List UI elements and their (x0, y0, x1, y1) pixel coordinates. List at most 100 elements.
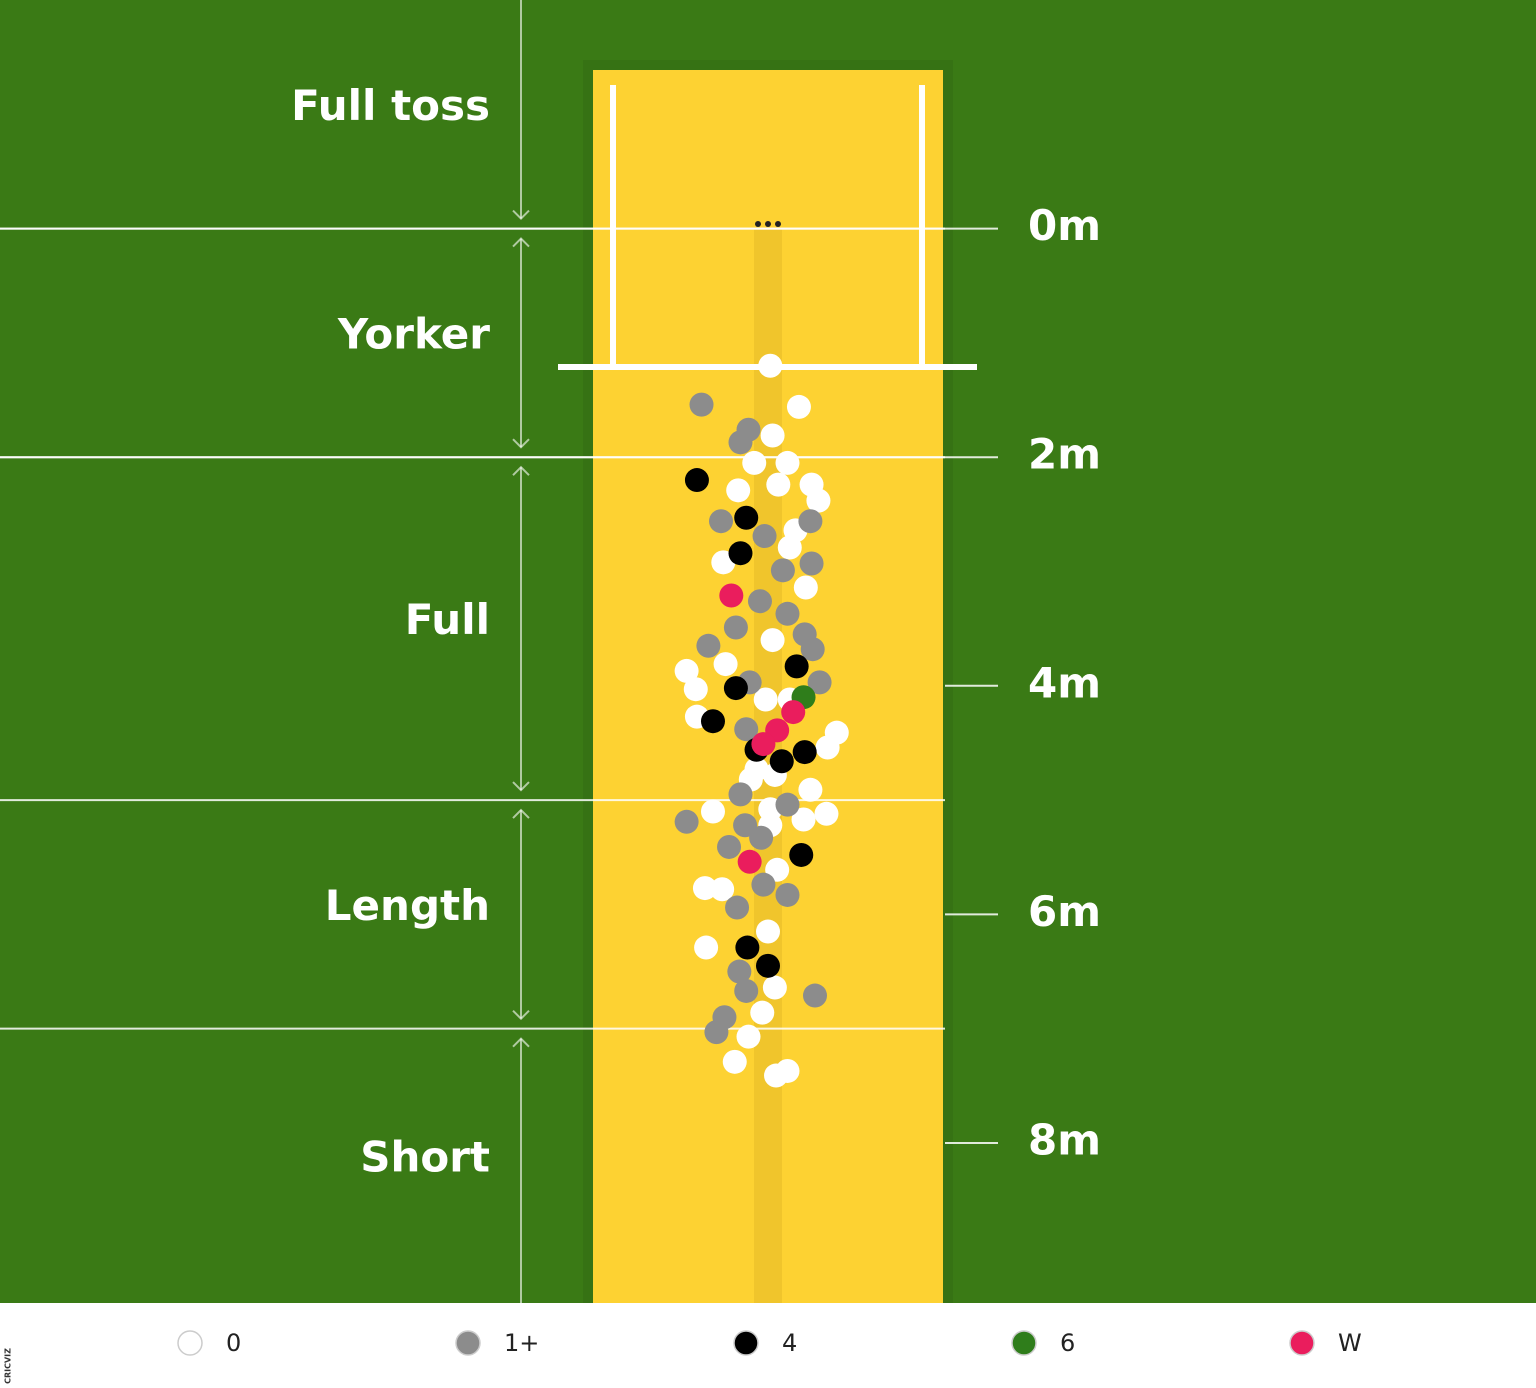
ball (733, 813, 758, 838)
y-tick-label: 2m (1028, 430, 1101, 479)
ball (775, 792, 800, 817)
ball (760, 423, 785, 448)
legend-swatch (177, 1330, 203, 1356)
ball (694, 935, 719, 960)
y-tick-label: 6m (1028, 887, 1101, 936)
ball (775, 450, 800, 475)
ball (814, 801, 839, 826)
ball (798, 777, 823, 802)
ball (684, 468, 709, 493)
ball (683, 677, 708, 702)
ball (736, 1024, 761, 1049)
ball (734, 978, 759, 1003)
stumps (755, 221, 781, 227)
arrow-head (512, 438, 530, 449)
ball (798, 509, 823, 534)
ball (784, 654, 809, 679)
legend-label: 4 (782, 1329, 797, 1357)
zone-label: Length (325, 881, 490, 930)
ball (769, 749, 794, 774)
legend-label: W (1338, 1329, 1362, 1357)
ball (700, 709, 725, 734)
arrow-head (512, 1009, 530, 1021)
ball (710, 877, 735, 902)
ball (802, 983, 827, 1008)
zone-label: Short (360, 1132, 490, 1181)
ball (793, 575, 818, 600)
arrow-head (512, 808, 530, 819)
ball (766, 472, 791, 497)
ball (777, 535, 802, 560)
y-tick-label: 0m (1028, 201, 1101, 250)
ball (800, 637, 825, 662)
ball (728, 541, 753, 566)
ball (734, 505, 759, 530)
ball (762, 975, 787, 1000)
ball (781, 700, 806, 725)
zone-label: Yorker (337, 309, 490, 358)
legend-label: 6 (1060, 1329, 1075, 1357)
arrow-head (512, 781, 530, 792)
ball (751, 872, 776, 897)
ball (792, 740, 817, 765)
ball (723, 676, 748, 701)
legend-swatch (1289, 1330, 1315, 1356)
legend-swatch (1011, 1330, 1037, 1356)
ball (692, 876, 717, 901)
y-tick-label: 4m (1028, 658, 1101, 707)
ball (744, 757, 769, 782)
legend-label: 0 (226, 1329, 241, 1357)
ball (713, 652, 738, 677)
zone-label: Full toss (291, 81, 490, 130)
ball (753, 687, 778, 712)
ball (728, 430, 753, 455)
zone-label: Full (405, 595, 490, 644)
ball (674, 658, 699, 683)
legend-label: 1+ (504, 1329, 539, 1357)
ball (709, 509, 734, 534)
ball (752, 524, 777, 549)
ball (735, 935, 760, 960)
ball (750, 1000, 775, 1025)
ball (700, 799, 725, 824)
arrow-head (512, 237, 530, 248)
legend-swatch (455, 1330, 481, 1356)
ball (760, 628, 785, 653)
ball (806, 488, 831, 513)
ball (719, 583, 744, 608)
ball (727, 959, 752, 984)
ball (756, 919, 780, 944)
arrow-head (512, 1037, 530, 1048)
ball (737, 849, 762, 874)
ball (751, 732, 776, 757)
ball (789, 842, 814, 867)
ball (775, 1058, 800, 1083)
ball (775, 882, 800, 907)
ball (807, 670, 832, 695)
ball (674, 809, 699, 834)
ball (725, 895, 750, 920)
ball (749, 825, 774, 850)
ball (722, 1049, 747, 1074)
ball (726, 478, 751, 503)
ball (723, 615, 748, 640)
legend-swatch (733, 1330, 759, 1356)
ball (747, 589, 772, 614)
arrow-head (512, 465, 530, 476)
ball (704, 1020, 729, 1045)
ball (689, 392, 714, 417)
ball (791, 807, 816, 832)
ball (717, 834, 742, 859)
ball (786, 394, 811, 419)
ball (758, 353, 783, 378)
ball (742, 450, 767, 475)
ball (799, 551, 824, 576)
ball (728, 782, 753, 807)
credit: CRICVIZ (4, 1348, 13, 1384)
ball (734, 717, 759, 742)
ball (775, 601, 800, 626)
ball (696, 633, 721, 658)
ball (815, 735, 840, 760)
